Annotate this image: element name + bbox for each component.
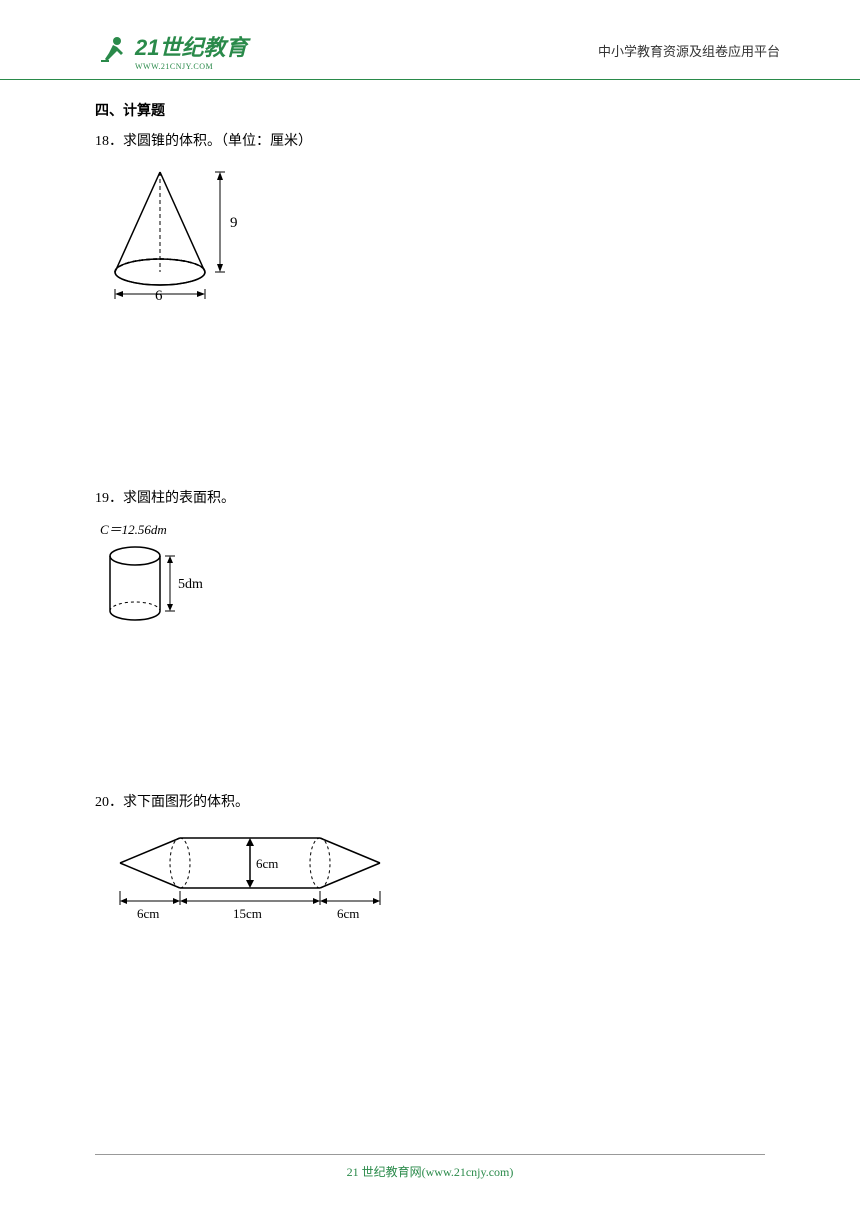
composite-left-label: 6cm <box>137 906 159 921</box>
composite-mid-label: 15cm <box>233 906 262 921</box>
question-18-text: ．求圆锥的体积。（单位：厘米） <box>109 134 312 149</box>
figure-19-cylinder: C＝12.56dm 5dm <box>100 519 765 636</box>
page-footer: 21 世纪教育网(www.21cnjy.com) <box>95 1154 765 1181</box>
logo-runner-icon <box>95 33 130 68</box>
logo-text: 21世纪教育 WWW.21CNJY.COM <box>135 30 247 71</box>
question-19: 19．求圆柱的表面积。 <box>95 487 765 507</box>
logo-sub-text: WWW.21CNJY.COM <box>135 62 247 71</box>
circumference-label: C＝12.56dm <box>100 519 765 538</box>
question-18-number: 18 <box>95 134 109 149</box>
footer-text: 21 世纪教育网(www.21cnjy.com) <box>347 1165 514 1179</box>
question-20: 20．求下面图形的体积。 <box>95 791 765 811</box>
question-19-text: ．求圆柱的表面积。 <box>109 491 235 506</box>
figure-18-cone: 9 6 <box>100 162 765 307</box>
page-header: 21世纪教育 WWW.21CNJY.COM 中小学教育资源及组卷应用平台 <box>0 0 860 80</box>
question-18: 18．求圆锥的体积。（单位：厘米） <box>95 130 765 150</box>
question-19-number: 19 <box>95 491 109 506</box>
section-title: 四、计算题 <box>95 100 765 120</box>
question-20-text: ．求下面图形的体积。 <box>109 795 249 810</box>
logo-main-text: 21世纪教育 <box>135 30 247 62</box>
composite-diameter-label: 6cm <box>256 856 278 871</box>
header-platform-text: 中小学教育资源及组卷应用平台 <box>598 41 780 60</box>
cylinder-height-label: 5dm <box>178 577 203 592</box>
composite-right-label: 6cm <box>337 906 359 921</box>
question-20-number: 20 <box>95 795 109 810</box>
logo-area: 21世纪教育 WWW.21CNJY.COM <box>95 30 247 71</box>
figure-20-composite: 6cm 6cm 15cm 6cm <box>100 823 765 938</box>
cone-height-label: 9 <box>230 215 238 231</box>
cone-diameter-label: 6 <box>155 288 163 302</box>
content-area: 四、计算题 18．求圆锥的体积。（单位：厘米） 9 <box>0 80 860 938</box>
